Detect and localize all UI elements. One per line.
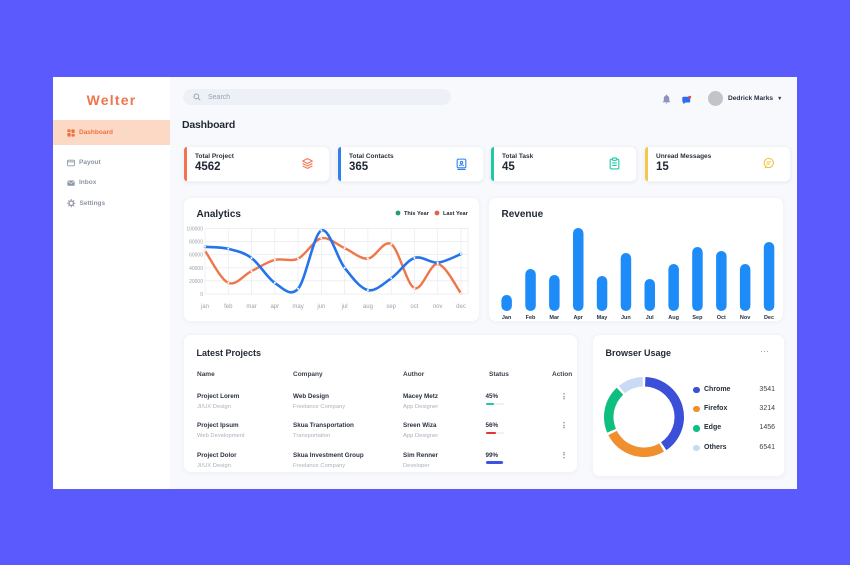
svg-text:sep: sep [386,304,396,310]
svg-text:Jun: Jun [621,315,631,321]
svg-text:apr: apr [270,304,279,310]
svg-text:20000: 20000 [189,279,203,285]
svg-text:40000: 40000 [189,266,203,272]
svg-text:dec: dec [456,304,466,310]
svg-text:mar: mar [246,304,256,310]
svg-text:Nov: Nov [740,315,751,321]
svg-text:Jan: Jan [502,315,512,321]
svg-text:0: 0 [200,292,203,298]
svg-text:feb: feb [224,304,233,310]
svg-text:Mar: Mar [549,315,560,321]
svg-text:jul: jul [341,304,348,310]
svg-text:nov: nov [433,304,443,310]
svg-text:Dec: Dec [764,315,774,321]
svg-text:Feb: Feb [526,315,536,321]
svg-text:Last Year: Last Year [443,211,469,217]
svg-text:jan: jan [200,304,209,310]
svg-text:This Year: This Year [404,211,430,217]
svg-text:Jul: Jul [646,315,654,321]
svg-text:100000: 100000 [186,227,203,233]
svg-text:60000: 60000 [189,253,203,259]
svg-text:aug: aug [363,304,373,310]
svg-text:may: may [292,304,303,310]
svg-text:Apr: Apr [573,315,583,321]
svg-text:jun: jun [316,304,325,310]
svg-text:May: May [597,315,609,321]
svg-text:80000: 80000 [189,240,203,246]
svg-text:oct: oct [410,304,418,310]
svg-text:Sep: Sep [692,315,703,321]
svg-text:Aug: Aug [668,315,679,321]
svg-text:Oct: Oct [717,315,726,321]
